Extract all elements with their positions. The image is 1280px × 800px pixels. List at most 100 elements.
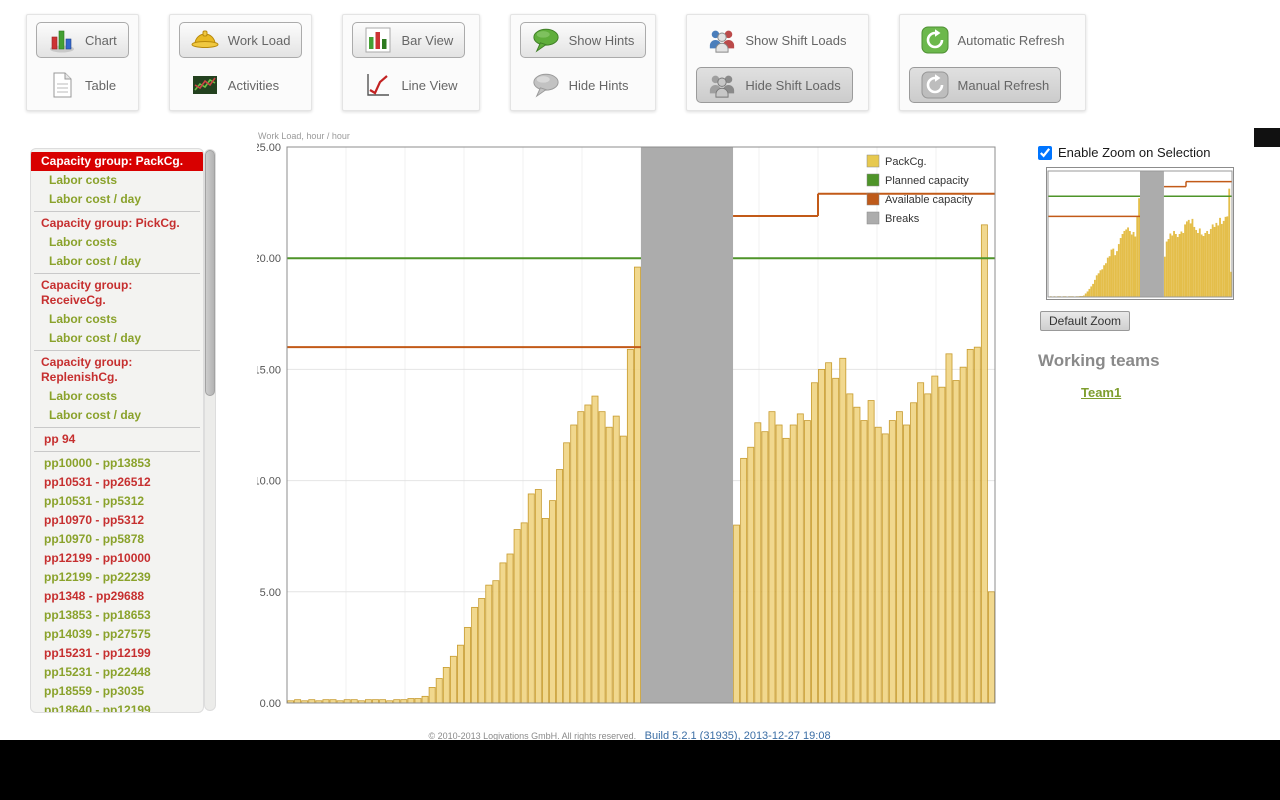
workload-bar xyxy=(1206,230,1209,297)
workload-bar xyxy=(329,699,337,704)
workload-bar xyxy=(343,699,351,704)
minimap-chart[interactable] xyxy=(1047,168,1233,299)
sidebar-item-labor-cost-day[interactable]: Labor cost / day xyxy=(49,408,142,422)
workload-bar xyxy=(1169,233,1172,297)
workload-bar xyxy=(464,626,471,704)
sidebar-item-pp18640-pp12199[interactable]: pp18640 - pp12199 xyxy=(44,703,151,713)
sidebar-item-pp15231-pp12199[interactable]: pp15231 - pp12199 xyxy=(44,646,151,660)
sidebar-item-pp13853-pp18653[interactable]: pp13853 - pp18653 xyxy=(44,608,151,622)
workload-bar xyxy=(591,395,599,704)
workload-bar xyxy=(563,442,571,704)
sidebar-item-capacity-group-receivecg[interactable]: Capacity group: ReceiveCg. xyxy=(41,278,133,307)
sidebar-separator xyxy=(34,451,200,452)
show-hints-button[interactable]: Show Hints xyxy=(519,22,647,58)
manual-refresh-button[interactable]: Manual Refresh xyxy=(908,67,1062,103)
workload-bar xyxy=(435,678,443,704)
workload-bar xyxy=(1136,216,1139,297)
automatic-refresh-button[interactable]: Automatic Refresh xyxy=(909,22,1077,58)
sidebar-item-pp12199-pp22239[interactable]: pp12199 - pp22239 xyxy=(44,570,151,584)
show-shift-loads-button[interactable]: Show Shift Loads xyxy=(696,22,858,58)
work-load-button[interactable]: Work Load xyxy=(178,22,303,58)
footer: © 2010-2013 Logivations GmbH. All rights… xyxy=(257,726,1002,744)
workload-bar xyxy=(1186,221,1188,297)
workload-bar xyxy=(796,413,804,704)
workload-bar xyxy=(1204,232,1207,297)
sidebar-item-pp-94[interactable]: pp 94 xyxy=(44,432,76,446)
sidebar-item-pp10531-pp5312[interactable]: pp10531 - pp5312 xyxy=(44,494,145,508)
workload-bar xyxy=(811,382,818,704)
workload-bar xyxy=(414,698,422,704)
workload-bar xyxy=(549,500,556,704)
hide-shift-loads-button[interactable]: Hide Shift Loads xyxy=(696,67,853,103)
sidebar-item-pp14039-pp27575[interactable]: pp14039 - pp27575 xyxy=(44,627,151,641)
sidebar-item-capacity-group-pickcg[interactable]: Capacity group: PickCg. xyxy=(41,216,180,230)
workload-chart[interactable]: 0.00 5.00 10.00 15.00 20.00 25.00 PackCg. Plann… xyxy=(257,125,1002,710)
activities-button[interactable]: Activities xyxy=(179,67,291,103)
chart-button[interactable]: Chart xyxy=(36,22,129,58)
sidebar-item-capacity-group-replenishcg[interactable]: Capacity group: ReplenishCg. xyxy=(41,355,133,384)
enable-zoom-checkbox[interactable] xyxy=(1038,145,1052,160)
sidebar-item-labor-costs[interactable]: Labor costs xyxy=(49,312,118,326)
workload-bar xyxy=(747,446,755,704)
sidebar-item-labor-cost-day[interactable]: Labor cost / day xyxy=(49,192,142,206)
workload-bar xyxy=(931,375,939,704)
team1-link[interactable]: Team1 xyxy=(1081,385,1122,400)
hide-hints-button[interactable]: Hide Hints xyxy=(520,67,641,103)
workload-bar xyxy=(598,411,606,704)
workload-bar xyxy=(818,368,825,704)
sidebar-item-pp10970-pp5312[interactable]: pp10970 - pp5312 xyxy=(44,513,145,527)
workload-bar xyxy=(485,584,493,704)
sidebar-item-pp15231-pp22448[interactable]: pp15231 - pp22448 xyxy=(44,665,151,679)
workload-bar xyxy=(803,420,811,704)
chart-minimap[interactable] xyxy=(1046,167,1234,300)
workload-bar xyxy=(1095,275,1098,297)
workload-bar xyxy=(1163,256,1166,297)
workload-bar xyxy=(492,580,500,704)
plot-border xyxy=(286,146,996,704)
sidebar-item-labor-cost-day[interactable]: Labor cost / day xyxy=(49,331,142,345)
sidebar-item-pp1348-pp29688[interactable]: pp1348 - pp29688 xyxy=(44,589,145,603)
y-tick-label: 20.00 xyxy=(257,253,281,265)
workload-bar xyxy=(1132,231,1135,297)
toolbar-group-6: Automatic Refresh Manual Refresh xyxy=(898,14,1087,111)
sidebar-item-capacity-group-packcg[interactable]: Capacity group: PackCg. xyxy=(31,152,203,171)
workload-bar xyxy=(1117,244,1120,297)
workload-bar xyxy=(527,493,535,704)
workload-bar xyxy=(294,699,302,704)
workload-bar xyxy=(945,353,953,704)
sidebar-scrollbar-track[interactable] xyxy=(204,149,216,711)
workload-bar xyxy=(775,424,783,704)
button-label: Manual Refresh xyxy=(957,77,1050,93)
workload-bar xyxy=(471,606,479,704)
sidebar-item-pp10000-pp13853[interactable]: pp10000 - pp13853 xyxy=(44,456,151,470)
sidebar-separator xyxy=(34,350,200,351)
workload-bar xyxy=(1108,256,1111,297)
line-view-button[interactable]: Line View xyxy=(352,67,469,103)
workload-bar xyxy=(1125,229,1128,297)
plot-border xyxy=(1047,170,1233,298)
legend-label: Planned capacity xyxy=(885,175,969,187)
sidebar-item-labor-costs[interactable]: Labor costs xyxy=(49,389,118,403)
workload-bar xyxy=(980,224,988,704)
sidebar-item-pp10531-pp26512[interactable]: pp10531 - pp26512 xyxy=(44,475,151,489)
sidebar-scrollbar-thumb[interactable] xyxy=(205,150,215,396)
workload-bar xyxy=(1191,218,1194,297)
default-zoom-button[interactable]: Default Zoom xyxy=(1040,311,1131,331)
sidebar-item-pp12199-pp10000[interactable]: pp12199 - pp10000 xyxy=(44,551,151,565)
sidebar-item-labor-costs[interactable]: Labor costs xyxy=(49,173,118,187)
workload-bar xyxy=(1084,293,1087,297)
workload-bar xyxy=(1116,251,1118,297)
sidebar-item-labor-cost-day[interactable]: Labor cost / day xyxy=(49,254,142,268)
sidebar-item-pp18559-pp3035[interactable]: pp18559 - pp3035 xyxy=(44,684,145,698)
button-label: Table xyxy=(85,77,117,93)
speech-bubble-green-icon xyxy=(532,26,560,54)
sidebar-item-labor-costs[interactable]: Labor costs xyxy=(49,235,118,249)
android-system-bar: 11:44 xyxy=(0,740,1280,800)
sidebar-item-pp10970-pp5878[interactable]: pp10970 - pp5878 xyxy=(44,532,145,546)
workload-bar xyxy=(1184,224,1186,297)
sidebar-separator xyxy=(34,427,200,428)
workload-bar xyxy=(1226,216,1229,297)
workload-bar xyxy=(1228,188,1231,297)
bar-view-button[interactable]: Bar View xyxy=(352,22,466,58)
table-button[interactable]: Table xyxy=(36,67,128,103)
